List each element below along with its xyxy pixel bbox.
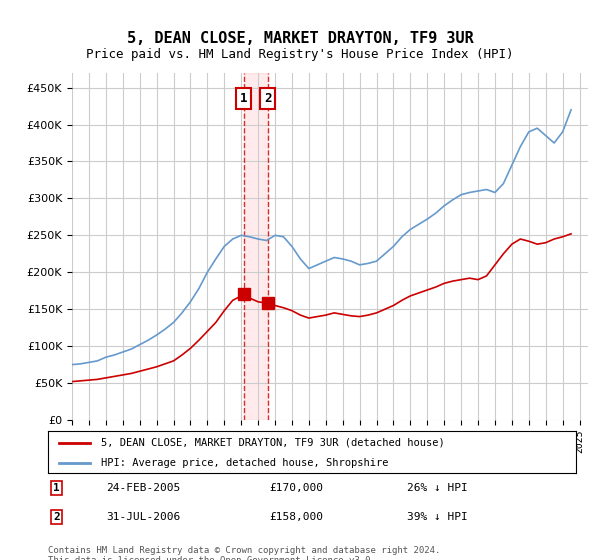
Text: Contains HM Land Registry data © Crown copyright and database right 2024.
This d: Contains HM Land Registry data © Crown c… — [48, 546, 440, 560]
Text: 2: 2 — [53, 512, 60, 522]
Text: £170,000: £170,000 — [270, 483, 324, 493]
Text: HPI: Average price, detached house, Shropshire: HPI: Average price, detached house, Shro… — [101, 458, 388, 468]
Text: 24-FEB-2005: 24-FEB-2005 — [106, 483, 181, 493]
Text: 2: 2 — [264, 92, 272, 105]
Text: 26% ↓ HPI: 26% ↓ HPI — [407, 483, 468, 493]
Text: Price paid vs. HM Land Registry's House Price Index (HPI): Price paid vs. HM Land Registry's House … — [86, 48, 514, 60]
Bar — [244, 73, 268, 420]
Text: 5, DEAN CLOSE, MARKET DRAYTON, TF9 3UR (detached house): 5, DEAN CLOSE, MARKET DRAYTON, TF9 3UR (… — [101, 438, 445, 448]
Text: 39% ↓ HPI: 39% ↓ HPI — [407, 512, 468, 522]
Text: 5, DEAN CLOSE, MARKET DRAYTON, TF9 3UR: 5, DEAN CLOSE, MARKET DRAYTON, TF9 3UR — [127, 31, 473, 46]
Text: £158,000: £158,000 — [270, 512, 324, 522]
Text: 1: 1 — [53, 483, 60, 493]
Text: 31-JUL-2006: 31-JUL-2006 — [106, 512, 181, 522]
Text: 1: 1 — [240, 92, 247, 105]
